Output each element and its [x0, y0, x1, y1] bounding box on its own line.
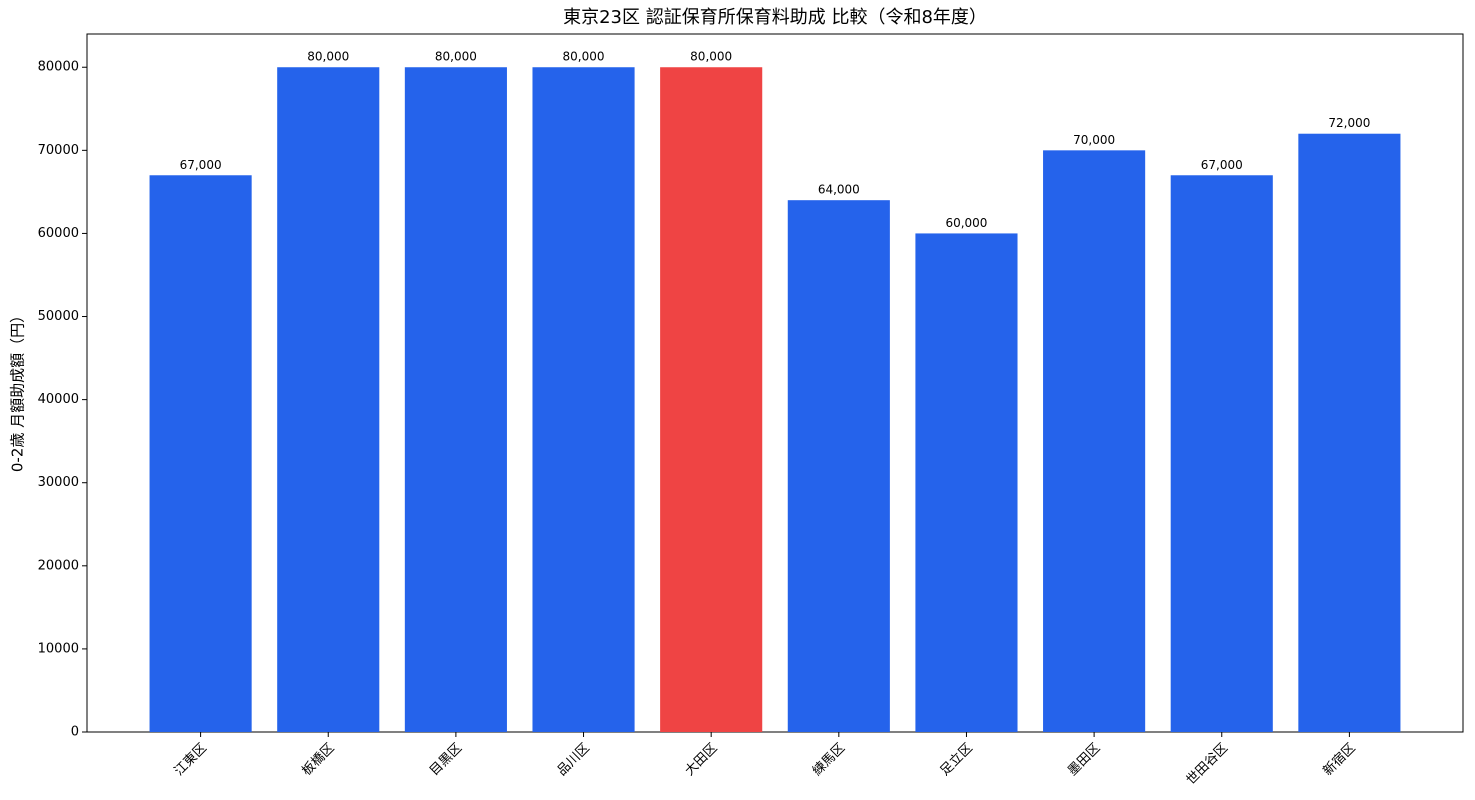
y-tick-label: 20000 — [38, 558, 79, 573]
y-tick-label: 50000 — [38, 309, 79, 324]
value-label: 80,000 — [307, 50, 349, 64]
bar — [1043, 150, 1146, 733]
value-label: 64,000 — [818, 183, 860, 197]
value-label: 70,000 — [1073, 133, 1115, 147]
plot-frame — [86, 33, 1464, 733]
x-tick-label: 足立区 — [938, 741, 976, 779]
x-tick-label: 目黒区 — [427, 741, 465, 779]
bar — [149, 175, 252, 732]
x-tick-label: 大田区 — [682, 741, 720, 779]
y-tick-label: 60000 — [38, 226, 79, 241]
value-label: 80,000 — [690, 50, 732, 64]
value-label: 80,000 — [563, 50, 605, 64]
bar — [660, 67, 763, 732]
y-tick-label: 30000 — [38, 475, 79, 490]
bar — [532, 67, 635, 732]
value-label: 60,000 — [945, 216, 987, 230]
bar — [787, 200, 890, 732]
value-label: 67,000 — [180, 158, 222, 172]
bar — [404, 67, 507, 732]
x-tick-label: 品川区 — [555, 741, 593, 779]
bar — [1170, 175, 1273, 732]
chart-title: 東京23区 認証保育所保育料助成 比較（令和8年度） — [563, 7, 987, 28]
y-tick-label: 10000 — [38, 641, 79, 656]
value-label: 80,000 — [435, 50, 477, 64]
y-axis-label: 0-2歳 月額助成額（円） — [9, 308, 27, 472]
x-tick-label: 練馬区 — [810, 741, 848, 779]
x-tick-label: 世田谷区 — [1184, 741, 1231, 788]
x-tick-label: 新宿区 — [1320, 740, 1359, 779]
y-tick-label: 70000 — [38, 143, 79, 158]
x-tick-label: 板橋区 — [299, 741, 337, 779]
y-tick-label: 40000 — [38, 392, 79, 407]
x-tick-label: 墨田区 — [1065, 741, 1103, 779]
value-label: 67,000 — [1201, 158, 1243, 172]
y-tick-label: 80000 — [38, 60, 79, 75]
bar — [915, 233, 1018, 732]
bar — [1298, 133, 1401, 732]
bar — [277, 67, 380, 732]
value-label: 72,000 — [1328, 116, 1370, 130]
y-tick-label: 0 — [71, 725, 79, 740]
x-tick-label: 江東区 — [171, 740, 210, 779]
